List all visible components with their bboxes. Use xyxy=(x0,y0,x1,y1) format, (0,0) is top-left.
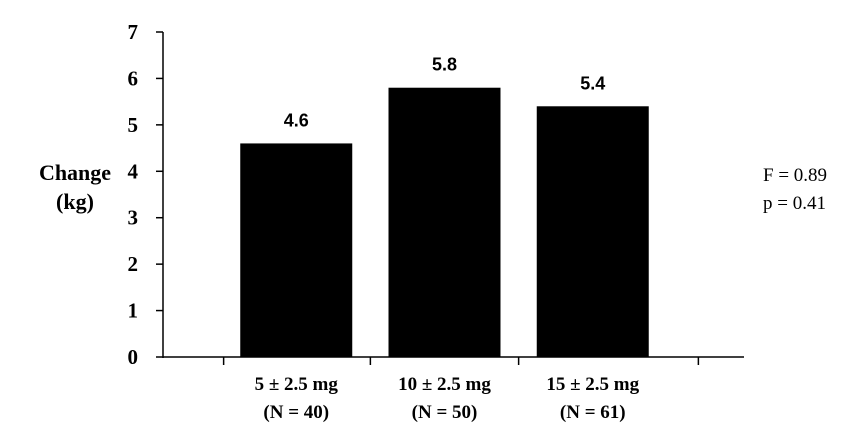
category-label: 10 ± 2.5 mg xyxy=(398,374,491,395)
x-axis: 5 ± 2.5 mg (N = 40) 10 ± 2.5 mg (N = 50) 15 … xyxy=(163,356,744,423)
y-tick-label: 2 xyxy=(128,252,139,276)
bar xyxy=(388,87,501,357)
bar xyxy=(240,143,353,357)
y-tick-label: 1 xyxy=(128,299,139,323)
category-label: 15 ± 2.5 mg xyxy=(546,374,639,395)
y-tick-label: 7 xyxy=(128,20,139,44)
p-value: p = 0.41 xyxy=(763,193,826,214)
bar xyxy=(536,106,649,358)
category-sublabel: (N = 40) xyxy=(263,402,329,423)
category-sublabel: (N = 50) xyxy=(412,402,478,423)
y-axis: 0 1 2 3 4 5 6 7 xyxy=(128,20,164,369)
y-tick-label: 3 xyxy=(128,206,139,230)
y-tick-label: 6 xyxy=(128,66,139,90)
category-label: 5 ± 2.5 mg xyxy=(255,374,339,395)
data-label: 5.8 xyxy=(432,55,457,75)
category-sublabel: (N = 61) xyxy=(560,402,626,423)
y-tick-label: 5 xyxy=(128,113,139,137)
data-labels: 4.6 5.8 5.4 xyxy=(284,55,606,131)
y-tick-label: 0 xyxy=(128,345,139,369)
y-tick-label: 4 xyxy=(128,159,139,183)
f-statistic: F = 0.89 xyxy=(763,165,827,186)
data-label: 4.6 xyxy=(284,110,309,130)
data-label: 5.4 xyxy=(580,73,605,93)
y-axis-label-line-1: Change xyxy=(39,160,111,185)
bars xyxy=(240,87,649,358)
y-axis-label-line-2: (kg) xyxy=(56,189,94,214)
